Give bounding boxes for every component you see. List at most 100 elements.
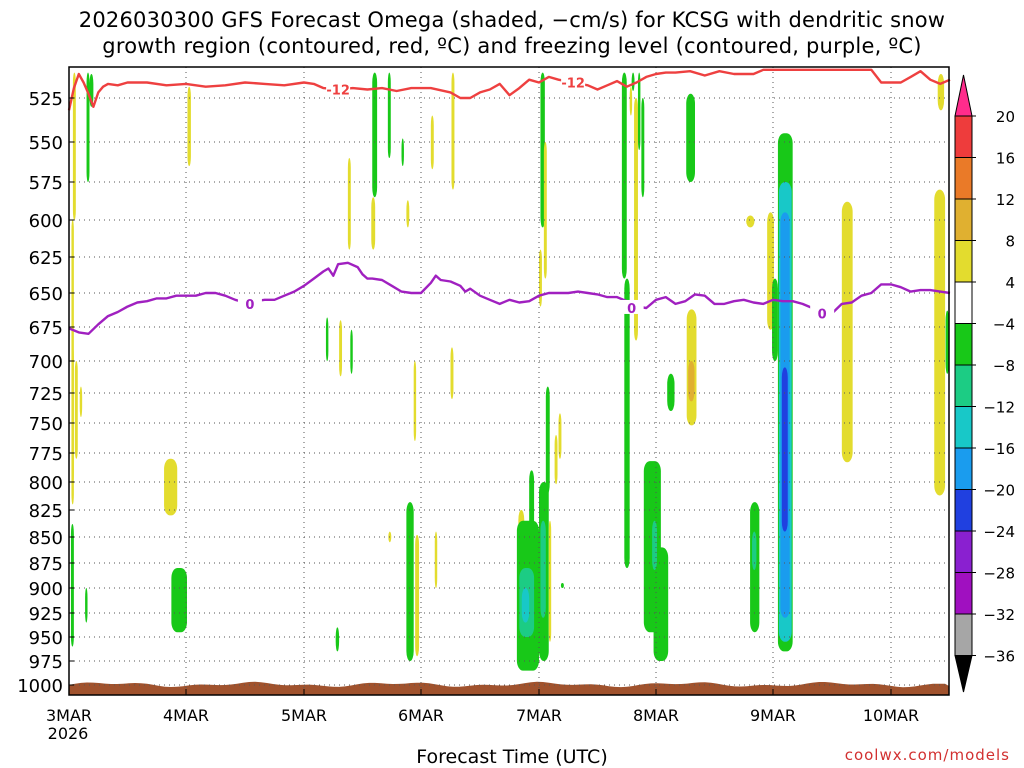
x-axis-title: Forecast Time (UTC) bbox=[416, 746, 608, 768]
omega-cell bbox=[325, 317, 329, 361]
y-tick-label: 975 bbox=[29, 652, 63, 673]
omega-cell bbox=[70, 524, 74, 647]
colorbar: 20 16 12 8 4 −4 −8 −12 −16 −20 −24 −28 −32 −36 bbox=[954, 74, 1015, 693]
omega-cell bbox=[653, 547, 669, 661]
omega-cell bbox=[430, 115, 434, 170]
colorbar-label: −28 bbox=[983, 565, 1015, 583]
colorbar-label: 16 bbox=[996, 150, 1015, 168]
omega-cell bbox=[350, 329, 353, 374]
omega-cell bbox=[752, 531, 757, 570]
colorbar-swatch bbox=[954, 115, 973, 158]
omega-cell bbox=[539, 249, 542, 307]
colorbar-swatch bbox=[954, 447, 973, 490]
omega-cell bbox=[624, 278, 630, 568]
x-tick-label: 6MAR bbox=[398, 706, 444, 725]
omega-cell bbox=[540, 72, 545, 228]
contour-label-bg bbox=[810, 305, 835, 320]
colorbar-label: 12 bbox=[996, 191, 1015, 209]
x-tick-label: 7MAR bbox=[516, 706, 562, 725]
x-tick-label: 8MAR bbox=[633, 706, 679, 725]
omega-cell bbox=[548, 520, 552, 642]
colorbar-bottom-arrow bbox=[954, 655, 973, 693]
contour-label-bg bbox=[619, 299, 644, 314]
contour-label: 0 bbox=[245, 298, 254, 313]
omega-cell bbox=[641, 98, 645, 198]
omega-cell bbox=[558, 413, 562, 459]
grid-layer bbox=[68, 67, 949, 695]
colorbar-swatch bbox=[954, 530, 973, 573]
omega-cell bbox=[164, 458, 178, 516]
colorbar-swatch bbox=[954, 572, 973, 615]
omega-cell bbox=[934, 189, 946, 496]
colorbar-label: −36 bbox=[983, 648, 1015, 666]
y-tick-label: 925 bbox=[29, 604, 63, 625]
omega-cell bbox=[71, 347, 74, 482]
omega-cell bbox=[621, 72, 627, 279]
x-tick-label: 3MAR bbox=[46, 706, 92, 725]
y-tick-label: 800 bbox=[29, 473, 63, 494]
colorbar-swatch bbox=[954, 281, 973, 324]
omega-cell bbox=[85, 588, 88, 623]
x-tick-label: 9MAR bbox=[750, 706, 796, 725]
omega-cell bbox=[406, 502, 414, 661]
colorbar-label: −16 bbox=[983, 440, 1015, 458]
y-tick-label: 900 bbox=[29, 579, 63, 600]
plot-frame bbox=[68, 66, 950, 696]
omega-cell bbox=[631, 72, 635, 91]
colorbar-top-arrow bbox=[954, 74, 973, 117]
colorbar-swatch bbox=[954, 489, 973, 532]
omega-cell bbox=[86, 72, 90, 182]
y-tick-label: 650 bbox=[29, 284, 63, 305]
y-tick-label: 750 bbox=[29, 414, 63, 435]
x-tick-label: 10MAR bbox=[863, 706, 919, 725]
y-tick-label: 875 bbox=[29, 554, 63, 575]
omega-cell bbox=[339, 320, 343, 377]
contour-label-bg bbox=[326, 81, 351, 96]
y-tick-label: 775 bbox=[29, 444, 63, 465]
x-tick-sublabel: 2026 bbox=[48, 724, 89, 743]
colorbar-label: −8 bbox=[993, 357, 1015, 375]
title-line-2: growth region (contoured, red, ºC) and f… bbox=[102, 34, 922, 58]
contour-label-bg bbox=[237, 295, 262, 310]
y-tick-label: 600 bbox=[29, 211, 63, 232]
y-tick-label: 550 bbox=[29, 133, 63, 154]
omega-cell bbox=[79, 386, 83, 417]
omega-cell bbox=[387, 72, 391, 158]
y-tick-label: 700 bbox=[29, 352, 63, 373]
y-tick-label: 675 bbox=[29, 318, 63, 339]
credit-text: coolwx.com/models bbox=[844, 746, 1010, 764]
omega-cell bbox=[540, 520, 546, 618]
ground-terrain bbox=[69, 681, 949, 695]
y-tick-label: 1000 bbox=[17, 676, 63, 697]
colorbar-label: −20 bbox=[983, 482, 1015, 500]
omega-cell bbox=[554, 435, 558, 485]
colorbar-label: 8 bbox=[1005, 233, 1015, 251]
contour-label: 0 bbox=[627, 302, 636, 317]
x-tick-label: 4MAR bbox=[163, 706, 209, 725]
omega-cell bbox=[434, 531, 438, 588]
omega-shading-layer bbox=[70, 72, 949, 671]
colorbar-swatch bbox=[954, 406, 973, 449]
contour-label: -12 bbox=[561, 77, 585, 92]
colorbar-swatch bbox=[954, 157, 973, 200]
omega-cell bbox=[187, 86, 191, 166]
colorbar-label: −4 bbox=[993, 316, 1015, 334]
contour-label: -12 bbox=[326, 84, 350, 99]
omega-cell bbox=[629, 86, 633, 116]
omega-cell bbox=[413, 361, 417, 441]
omega-cell bbox=[406, 200, 410, 228]
omega-cell bbox=[560, 583, 564, 588]
contour-line-minus12 bbox=[67, 68, 951, 111]
omega-cell bbox=[72, 72, 76, 221]
omega-cell bbox=[667, 373, 675, 411]
omega-cell bbox=[545, 386, 550, 494]
omega-cell bbox=[746, 215, 755, 228]
y-axis: 525 550 575 600 625 650 675 700 725 750 775 800 825 8… bbox=[17, 89, 74, 697]
colorbar-swatch bbox=[954, 240, 973, 283]
ground-layer bbox=[69, 681, 949, 695]
y-tick-label: 725 bbox=[29, 384, 63, 405]
omega-cell bbox=[688, 361, 695, 402]
contour-label: 0 bbox=[818, 307, 827, 322]
